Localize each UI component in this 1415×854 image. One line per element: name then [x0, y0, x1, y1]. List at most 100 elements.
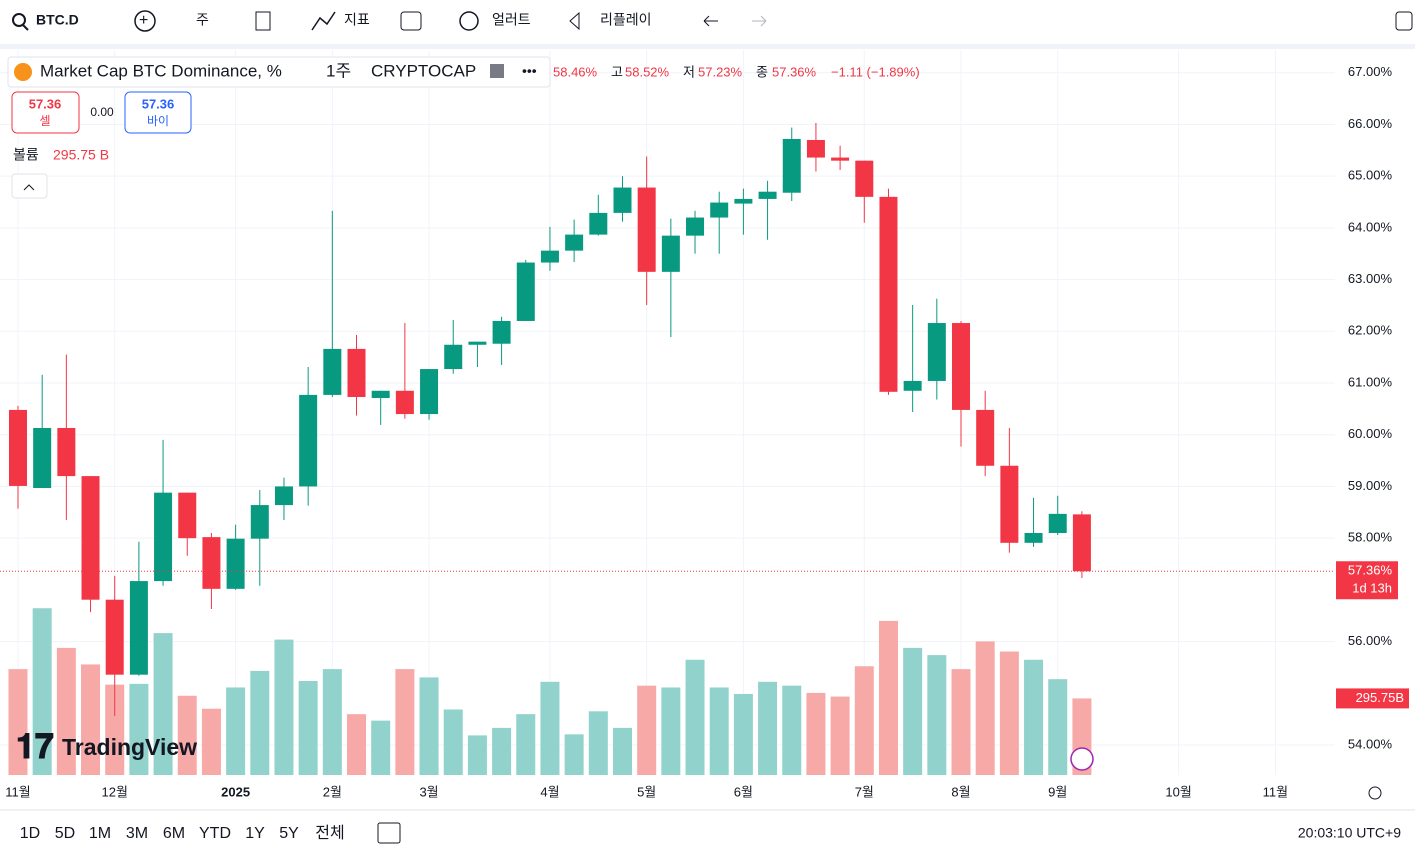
y-tick-label: 62.00%	[1348, 323, 1393, 338]
volume-bar	[733, 693, 753, 775]
date-range[interactable]	[377, 822, 401, 844]
x-tick-label: 10월	[1165, 784, 1191, 799]
candle-body	[879, 196, 898, 392]
fullscreen[interactable]	[1395, 11, 1413, 31]
volume-bar	[612, 727, 632, 775]
undo[interactable]	[703, 15, 718, 27]
candle-body	[347, 348, 366, 397]
volume-bar	[81, 664, 101, 775]
candle-body	[565, 234, 584, 251]
range-button[interactable]: 5D	[55, 825, 75, 842]
y-tick-label: 67.00%	[1348, 64, 1393, 79]
redo[interactable]	[752, 15, 767, 27]
candle-body	[516, 262, 535, 321]
range-button[interactable]: 3M	[126, 825, 148, 842]
symbol[interactable]: BTC.D	[36, 12, 79, 28]
legend-box	[7, 56, 551, 88]
hide-icon[interactable]	[490, 64, 504, 78]
legend-open: 58.46%	[553, 64, 598, 79]
volume-bar	[298, 681, 318, 775]
y-tick-label: 65.00%	[1348, 168, 1393, 183]
settings[interactable]	[1368, 786, 1382, 800]
candle-body	[734, 198, 753, 204]
indicators[interactable]: 지표	[344, 12, 370, 28]
volume-bar	[250, 670, 270, 775]
candle-body	[299, 394, 318, 487]
chart-type[interactable]	[255, 11, 271, 31]
alert[interactable]: 얼러트	[492, 12, 531, 28]
candle-body	[661, 235, 680, 272]
x-tick-label: 8월	[951, 784, 970, 799]
candle-body	[154, 492, 173, 582]
x-tick-label: 6월	[734, 784, 753, 799]
candle-body	[8, 409, 27, 486]
volume-bar	[467, 735, 487, 775]
y-tick-label: 63.00%	[1348, 271, 1393, 286]
buy-button[interactable]	[124, 91, 192, 134]
buy-price: 57.36	[142, 96, 175, 111]
candle-body	[444, 344, 463, 370]
more[interactable]: •••	[522, 63, 537, 79]
x-tick-label: 12월	[101, 784, 127, 799]
y-tick-label: 60.00%	[1348, 426, 1393, 441]
add-symbol[interactable]	[134, 10, 156, 32]
candle-body	[686, 217, 705, 236]
y-tick-label: 56.00%	[1348, 633, 1393, 648]
volume-bar	[395, 669, 415, 775]
volume-bar	[153, 633, 173, 775]
range-button[interactable]: 6M	[163, 825, 185, 842]
y-tick-label: 59.00%	[1348, 478, 1393, 493]
volume-bar	[927, 655, 947, 775]
volume-bar	[758, 681, 778, 775]
candle-body	[81, 476, 100, 600]
candle-body	[782, 138, 801, 193]
volume-value: 295.75 B	[53, 147, 109, 163]
candle-body	[226, 538, 245, 589]
search-icon[interactable]	[12, 13, 26, 27]
candle-body	[492, 320, 511, 344]
range-button[interactable]: 1D	[20, 825, 40, 842]
candle-body	[903, 380, 922, 391]
volume-bar	[226, 687, 246, 775]
range-button[interactable]: 1M	[89, 825, 111, 842]
y-tick-label: 66.00%	[1348, 116, 1393, 131]
replay-icon	[569, 11, 580, 31]
x-tick-label: 7월	[855, 784, 874, 799]
volume-bar	[830, 696, 850, 775]
range-button[interactable]: 1Y	[245, 825, 265, 842]
volume-bar	[806, 692, 826, 775]
range-button[interactable]: 전체	[315, 824, 344, 842]
volume-bar	[637, 685, 657, 775]
volume-bar	[685, 659, 705, 775]
x-tick-label: 3월	[419, 784, 438, 799]
x-tick-label: 2월	[323, 784, 342, 799]
candle-body	[540, 250, 559, 263]
volume-bar	[105, 684, 125, 775]
range-button[interactable]: 5Y	[279, 825, 299, 842]
x-tick-label: 2025	[221, 784, 250, 799]
watermark-logo: 𝟏𝟕	[16, 728, 54, 766]
legend-high: 58.52%	[625, 64, 670, 79]
candle-body	[637, 187, 656, 272]
interval[interactable]: 주	[196, 12, 209, 28]
spread: 0.00	[90, 105, 114, 119]
volume-bar	[975, 641, 995, 775]
replay[interactable]: 리플레이	[600, 12, 652, 28]
y-tick-label: 64.00%	[1348, 219, 1393, 234]
lightning[interactable]	[1070, 747, 1094, 771]
volume-bar	[201, 708, 221, 775]
legend-close-label: 종	[756, 64, 768, 79]
volume-bar	[347, 714, 367, 775]
legend-close: 57.36%	[772, 64, 817, 79]
candle-body	[420, 369, 439, 415]
sell-button[interactable]	[11, 91, 80, 134]
range-button[interactable]: YTD	[199, 825, 231, 842]
separator	[0, 44, 1415, 49]
volume-bar	[32, 608, 52, 775]
candle-body	[274, 486, 293, 506]
legend-change: −1.11 (−1.89%)	[831, 64, 920, 79]
layouts[interactable]	[400, 11, 422, 31]
buy-label: 바이	[147, 114, 169, 128]
volume-bar	[1048, 679, 1068, 775]
